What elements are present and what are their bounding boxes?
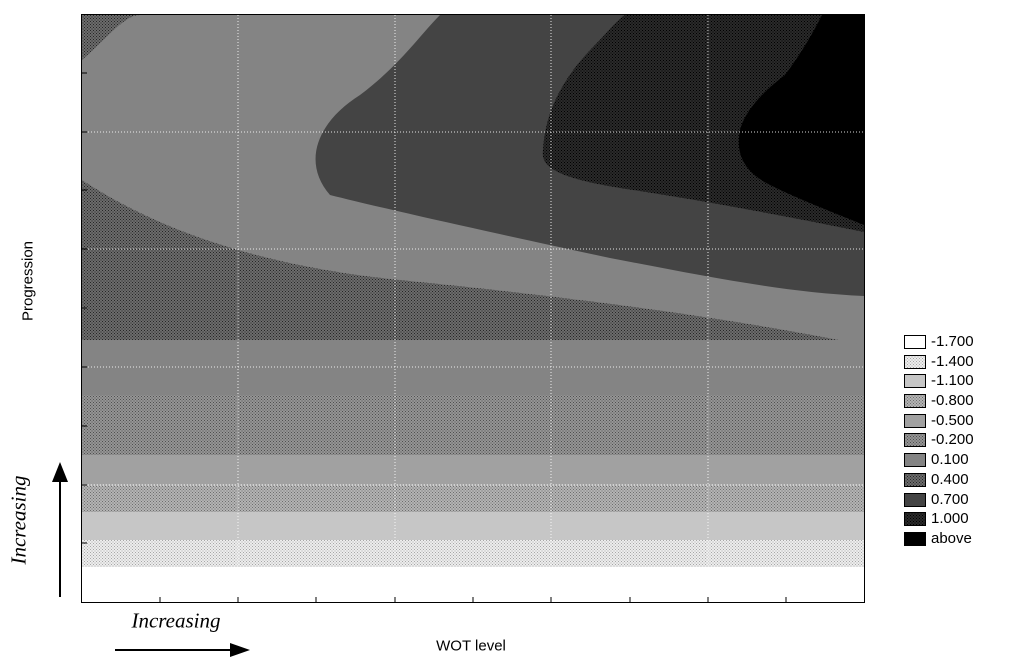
legend-swatch (904, 354, 926, 369)
legend-swatch (904, 335, 926, 349)
x-axis-label: WOT level (436, 637, 506, 655)
legend-label: -0.200 (931, 431, 974, 449)
legend-swatch (904, 492, 926, 507)
legend-label: -0.500 (931, 411, 974, 429)
legend-label: 1.000 (931, 510, 969, 528)
legend-label: 0.100 (931, 451, 969, 469)
legend-swatch (904, 374, 926, 389)
legend-swatch (904, 413, 926, 428)
contour-band-above (738, 15, 864, 225)
legend-swatch (904, 453, 926, 468)
legend-label: -0.800 (931, 392, 974, 410)
legend-swatch (904, 531, 926, 546)
legend-label: 0.700 (931, 490, 969, 508)
legend-swatch (904, 394, 926, 409)
legend-swatch (904, 433, 926, 448)
y-axis-label: Progression (19, 240, 37, 322)
legend-label: above (931, 529, 972, 547)
x-direction-annotation: Increasing (131, 608, 221, 633)
legend-swatch (904, 472, 926, 487)
plot-frame (81, 14, 865, 603)
legend-swatch (904, 512, 926, 527)
legend-label: -1.700 (931, 333, 974, 350)
legend-label: -1.400 (931, 352, 974, 370)
y-direction-annotation: Increasing (6, 475, 31, 565)
legend-label: 0.400 (931, 470, 969, 488)
legend-label: -1.100 (931, 372, 974, 390)
y-direction-arrowhead (52, 462, 68, 482)
x-direction-arrowhead (230, 643, 250, 657)
